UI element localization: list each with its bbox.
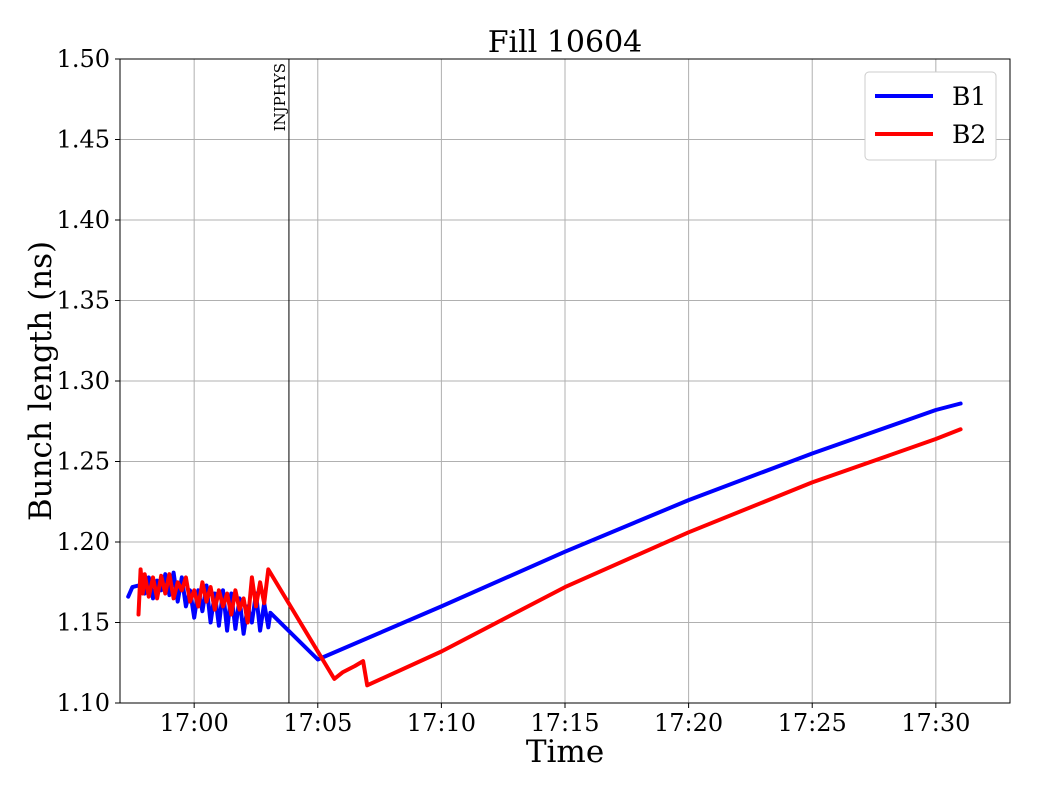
- series-line-b1: [126, 401, 963, 662]
- x-tick-label: 17:10: [407, 709, 476, 737]
- axis-ticks: 1.10 1.15 1.20 1.25 1.30 1.35 1.40 1.45 1.50 17:0…: [57, 45, 971, 737]
- y-tick-label: 1.50: [57, 45, 110, 73]
- x-tick-label: 17:05: [283, 709, 352, 737]
- y-axis-title: Bunch length (ns): [23, 241, 59, 521]
- x-axis-title: Time: [526, 734, 604, 770]
- x-tick-label: 17:20: [654, 709, 723, 737]
- injphys-marker-label: INJPHYS: [271, 63, 289, 131]
- series-line-b2: [136, 427, 963, 688]
- legend-label-b1: B1: [952, 82, 986, 111]
- x-tick-label: 17:00: [160, 709, 229, 737]
- y-tick-label: 1.40: [57, 206, 110, 234]
- x-tick-label: 17:15: [530, 709, 599, 737]
- y-tick-label: 1.35: [57, 287, 110, 315]
- y-tick-label: 1.20: [57, 528, 110, 556]
- y-tick-label: 1.30: [57, 367, 110, 395]
- x-tick-label: 17:30: [901, 709, 970, 737]
- chart-title: Fill 10604: [488, 25, 643, 60]
- y-tick-label: 1.10: [57, 689, 110, 717]
- y-tick-label: 1.25: [57, 448, 110, 476]
- y-tick-label: 1.15: [57, 609, 110, 637]
- legend: B1 B2: [864, 71, 997, 161]
- grid: [120, 58, 1010, 704]
- y-tick-label: 1.45: [57, 126, 110, 154]
- series-lines: [126, 401, 963, 688]
- legend-label-b2: B2: [952, 120, 986, 149]
- x-tick-label: 17:25: [778, 709, 847, 737]
- annotations: INJPHYS: [271, 59, 290, 703]
